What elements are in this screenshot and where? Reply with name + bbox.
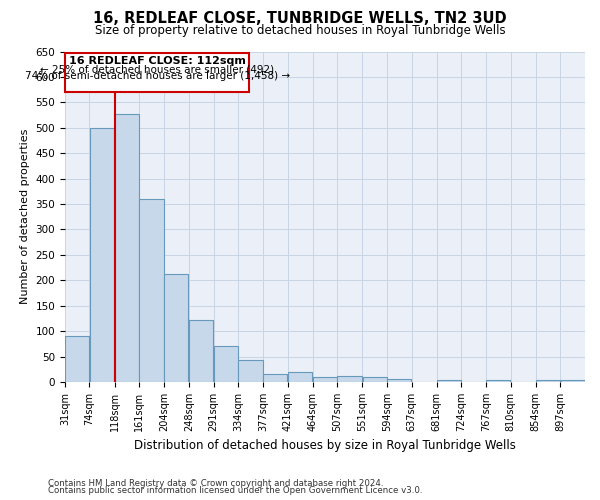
Bar (164, 274, 188, 382)
Bar (387, 378, 412, 382)
Bar (189, 320, 214, 382)
Bar (536, 380, 560, 382)
Text: Contains HM Land Registry data © Crown copyright and database right 2024.: Contains HM Land Registry data © Crown c… (48, 478, 383, 488)
Bar (115, 114, 139, 382)
Text: 74% of semi-detached houses are larger (1,458) →: 74% of semi-detached houses are larger (… (25, 72, 290, 82)
Text: 16, REDLEAF CLOSE, TUNBRIDGE WELLS, TN2 3UD: 16, REDLEAF CLOSE, TUNBRIDGE WELLS, TN2 … (93, 11, 507, 26)
Bar (288, 372, 313, 382)
FancyBboxPatch shape (65, 52, 250, 92)
Bar (214, 346, 238, 382)
Y-axis label: Number of detached properties: Number of detached properties (20, 129, 30, 304)
Bar (238, 360, 263, 382)
Text: Contains public sector information licensed under the Open Government Licence v3: Contains public sector information licen… (48, 486, 422, 495)
Text: Size of property relative to detached houses in Royal Tunbridge Wells: Size of property relative to detached ho… (95, 24, 505, 37)
Bar (560, 380, 585, 382)
Bar (65, 336, 89, 382)
Bar (337, 376, 362, 382)
Text: ← 25% of detached houses are smaller (492): ← 25% of detached houses are smaller (49… (40, 64, 274, 74)
Bar (437, 380, 461, 382)
Bar (139, 199, 164, 382)
Bar (263, 374, 287, 382)
Bar (89, 128, 114, 382)
X-axis label: Distribution of detached houses by size in Royal Tunbridge Wells: Distribution of detached houses by size … (134, 440, 516, 452)
Bar (313, 377, 337, 382)
Bar (486, 380, 511, 382)
Text: 16 REDLEAF CLOSE: 112sqm: 16 REDLEAF CLOSE: 112sqm (69, 56, 246, 66)
Bar (362, 377, 387, 382)
